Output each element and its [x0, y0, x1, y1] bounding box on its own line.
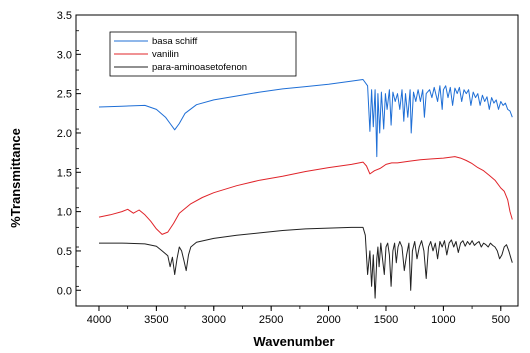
y-axis-ticks: 0.0 0.5 1.0 1.5 2.0 2.5 3.0 3.5: [57, 10, 81, 297]
series-line-vanilin: [98, 156, 513, 235]
plot-frame: [75, 14, 519, 307]
y-tick-label: 1.0: [57, 207, 72, 219]
legend-label-basa-schiff: basa schiff: [152, 36, 198, 47]
legend: basa schiff vanilin para-aminoasetofenon: [109, 31, 297, 77]
x-tick-label: 1000: [431, 314, 455, 326]
x-tick-label: 3000: [202, 314, 226, 326]
y-tick-label: 0.0: [57, 285, 72, 297]
x-axis-ticks: 4000 3500 3000 2500 2000 1500 1000 500: [87, 306, 510, 326]
series-line-para-aminoasetofenon: [99, 226, 513, 299]
y-tick-label: 1.5: [57, 167, 72, 179]
x-tick-label: 3500: [144, 314, 168, 326]
series-line-basa-schiff: [98, 79, 513, 158]
spectrum-lines: [98, 79, 513, 299]
x-tick-label: 500: [492, 314, 510, 326]
y-tick-label: 2.0: [57, 128, 72, 140]
legend-label-vanilin: vanilin: [152, 49, 179, 60]
x-tick-label: 4000: [87, 314, 111, 326]
x-axis-title: Wavenumber: [253, 334, 334, 349]
y-tick-label: 0.5: [57, 246, 72, 258]
legend-label-para-aminoasetofenon: para-aminoasetofenon: [152, 62, 247, 73]
x-tick-label: 2500: [259, 314, 283, 326]
y-tick-label: 3.0: [57, 49, 72, 61]
y-tick-label: 2.5: [57, 89, 72, 101]
x-tick-label: 1500: [374, 314, 398, 326]
y-tick-label: 3.5: [57, 10, 72, 22]
x-tick-label: 2000: [316, 314, 340, 326]
y-axis-title: %Transmittance: [8, 128, 23, 228]
